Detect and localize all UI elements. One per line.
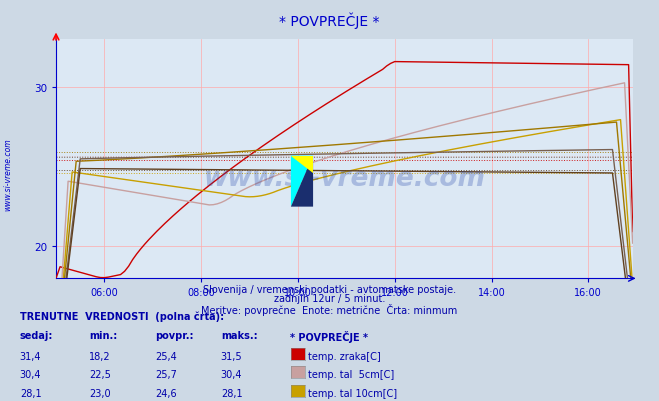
Polygon shape <box>291 156 313 174</box>
Text: povpr.:: povpr.: <box>155 330 193 340</box>
Text: 30,4: 30,4 <box>20 369 42 379</box>
Text: 30,4: 30,4 <box>221 369 243 379</box>
Text: 31,5: 31,5 <box>221 351 243 361</box>
Text: TRENUTNE  VREDNOSTI  (polna črta):: TRENUTNE VREDNOSTI (polna črta): <box>20 311 224 321</box>
Text: sedaj:: sedaj: <box>20 330 53 340</box>
Text: temp. tal 10cm[C]: temp. tal 10cm[C] <box>308 388 397 398</box>
Text: * POVPREČJE *: * POVPREČJE * <box>279 13 380 29</box>
Text: maks.:: maks.: <box>221 330 258 340</box>
Text: temp. zraka[C]: temp. zraka[C] <box>308 351 381 361</box>
Polygon shape <box>291 156 313 207</box>
Text: zadnjih 12ur / 5 minut.: zadnjih 12ur / 5 minut. <box>273 294 386 304</box>
Text: 22,5: 22,5 <box>89 369 111 379</box>
Text: 28,1: 28,1 <box>221 388 243 398</box>
Text: 31,4: 31,4 <box>20 351 42 361</box>
Text: 18,2: 18,2 <box>89 351 111 361</box>
Text: 25,7: 25,7 <box>155 369 177 379</box>
Text: www.si-vreme.com: www.si-vreme.com <box>3 138 13 211</box>
Text: 28,1: 28,1 <box>20 388 42 398</box>
Polygon shape <box>291 156 313 207</box>
Text: 24,6: 24,6 <box>155 388 177 398</box>
Text: min.:: min.: <box>89 330 117 340</box>
Text: * POVPREČJE *: * POVPREČJE * <box>290 330 368 342</box>
Text: temp. tal  5cm[C]: temp. tal 5cm[C] <box>308 369 395 379</box>
Text: Slovenija / vremenski podatki - avtomatske postaje.: Slovenija / vremenski podatki - avtomats… <box>203 284 456 294</box>
Text: Meritve: povprečne  Enote: metrične  Črta: minmum: Meritve: povprečne Enote: metrične Črta:… <box>202 303 457 315</box>
Text: 25,4: 25,4 <box>155 351 177 361</box>
Text: www.si-vreme.com: www.si-vreme.com <box>204 166 485 191</box>
Text: 23,0: 23,0 <box>89 388 111 398</box>
